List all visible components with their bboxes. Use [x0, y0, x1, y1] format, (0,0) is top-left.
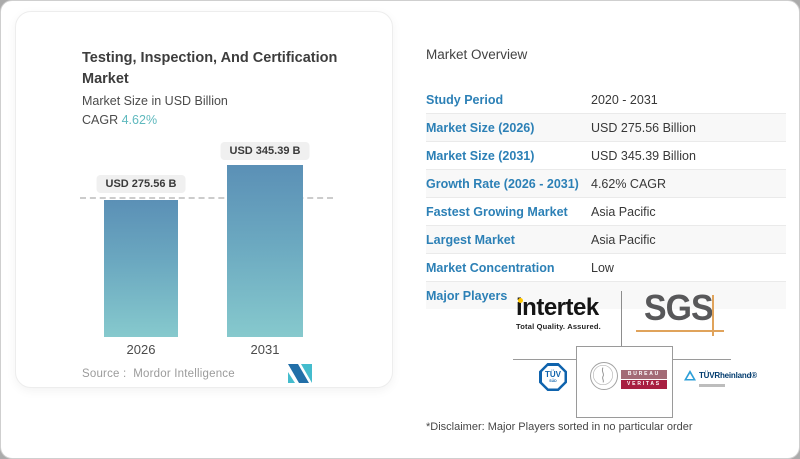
disclaimer-text: *Disclaimer: Major Players sorted in no …	[426, 421, 693, 433]
tuv-sud-logo: TÜV SÜD	[539, 363, 567, 391]
row-label: Market Size (2026)	[426, 120, 535, 135]
tuv-sud-subtext: SÜD	[549, 378, 557, 383]
cagr-value: 4.62%	[121, 113, 158, 127]
row-label: Major Players	[426, 288, 508, 303]
row-label: Market Concentration	[426, 260, 555, 275]
chart-title-line1: Testing, Inspection, And Certification	[82, 50, 338, 66]
intertek-tagline: Total Quality. Assured.	[516, 322, 601, 331]
source-value: Mordor Intelligence	[133, 368, 235, 380]
tuv-rheinland-wordmark: TÜVRheinland®	[699, 371, 757, 380]
sgs-orange-vertical-line	[712, 295, 714, 336]
logo-divider-horizontal-right	[671, 359, 731, 360]
source-attribution: Source : Mordor Intelligence	[82, 368, 235, 380]
bar-2026	[104, 200, 178, 337]
source-label: Source :	[82, 368, 127, 380]
table-row-fastest-growing-market: Fastest Growing Market Asia Pacific	[426, 198, 786, 226]
chart-subtitle: Market Size in USD Billion	[82, 94, 228, 108]
row-value: USD 275.56 Billion	[591, 120, 696, 135]
tuv-sud-wordmark: TÜV	[545, 369, 561, 379]
major-players-logos: intertek Total Quality. Assured. SGS TÜV…	[498, 288, 796, 418]
bureau-veritas-logo-box: BUREAU VERITAS	[576, 346, 673, 418]
chart-cagr-line: CAGR 4.62%	[82, 113, 157, 127]
table-row-market-size-2026: Market Size (2026) USD 275.56 Billion	[426, 114, 786, 142]
row-label: Growth Rate (2026 - 2031)	[426, 176, 579, 191]
sgs-wordmark: SGS	[644, 287, 714, 328]
row-label: Fastest Growing Market	[426, 204, 568, 219]
table-row-largest-market: Largest Market Asia Pacific	[426, 226, 786, 254]
market-chart-card: Testing, Inspection, And Certification M…	[15, 11, 393, 388]
row-value: 4.62% CAGR	[591, 176, 667, 191]
table-row-market-size-2031: Market Size (2031) USD 345.39 Billion	[426, 142, 786, 170]
table-row-market-concentration: Market Concentration Low	[426, 254, 786, 282]
row-value: Asia Pacific	[591, 204, 656, 219]
tuv-rheinland-logo: TÜVRheinland®	[684, 370, 757, 387]
row-value: USD 345.39 Billion	[591, 148, 696, 163]
reference-dashed-line	[80, 197, 333, 199]
bar-value-label-2031: USD 345.39 B	[220, 142, 310, 160]
mordor-intelligence-logo-icon	[288, 364, 312, 383]
cagr-label: CAGR	[82, 113, 119, 127]
intertek-logo: intertek Total Quality. Assured.	[516, 294, 601, 332]
row-value: 2020 - 2031	[591, 92, 658, 107]
table-row-study-period: Study Period 2020 - 2031	[426, 86, 786, 114]
tuv-rheinland-tagline-bar	[699, 384, 725, 387]
bureau-veritas-wordmark: BUREAU VERITAS	[621, 370, 667, 389]
logo-divider-horizontal-left	[513, 359, 576, 360]
tuv-rheinland-triangle-icon	[684, 370, 696, 381]
table-row-major-players: Major Players	[426, 282, 786, 309]
sgs-orange-horizontal-line	[636, 330, 724, 332]
bureau-veritas-emblem-icon	[590, 362, 618, 390]
chart-title: Testing, Inspection, And Certification M…	[82, 48, 367, 90]
intertek-yellow-dot-icon	[518, 298, 523, 303]
row-label: Market Size (2031)	[426, 148, 535, 163]
overview-title: Market Overview	[426, 47, 528, 62]
x-axis-label-2026: 2026	[126, 342, 156, 357]
bar-value-label-2026: USD 275.56 B	[96, 175, 186, 193]
row-label: Largest Market	[426, 232, 515, 247]
intertek-wordmark: intertek	[516, 294, 599, 321]
x-axis-label-2031: 2031	[250, 342, 280, 357]
overview-table: Study Period 2020 - 2031 Market Size (20…	[426, 86, 786, 309]
row-value: Low	[591, 260, 614, 275]
row-value: Asia Pacific	[591, 232, 656, 247]
row-label: Study Period	[426, 92, 504, 107]
sgs-logo: SGS	[644, 290, 717, 326]
logo-divider-vertical	[621, 291, 622, 348]
chart-title-line2: Market	[82, 71, 129, 88]
table-row-growth-rate: Growth Rate (2026 - 2031) 4.62% CAGR	[426, 170, 786, 198]
bar-2031	[227, 165, 303, 337]
